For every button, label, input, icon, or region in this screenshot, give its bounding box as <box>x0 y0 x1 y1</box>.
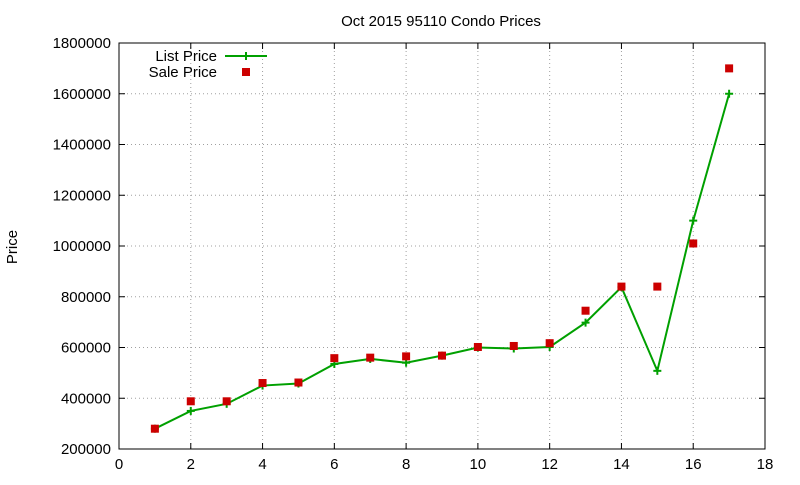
x-tick-label: 10 <box>470 456 487 473</box>
list-price-point <box>725 89 734 98</box>
x-tick-label: 0 <box>115 456 123 473</box>
x-tick-label: 4 <box>258 456 266 473</box>
sale-price-point <box>545 339 554 348</box>
x-tick-label: 6 <box>330 456 338 473</box>
sale-price-point <box>402 352 411 361</box>
x-tick-label: 16 <box>685 456 702 473</box>
sale-price-point <box>725 64 734 73</box>
x-tick-label: 2 <box>187 456 195 473</box>
sale-price-point <box>653 282 662 291</box>
sale-price-point <box>366 353 375 362</box>
list-price-point <box>689 216 698 225</box>
list-price-point <box>186 406 195 415</box>
sale-price-point <box>438 351 446 360</box>
sale-price-point <box>150 424 159 433</box>
y-tick-label: 1800000 <box>53 35 111 52</box>
sale-price-point <box>186 397 195 406</box>
sale-price-point <box>473 342 482 351</box>
legend-marker-sale-price <box>242 68 250 76</box>
sale-price-point <box>222 397 231 406</box>
sale-price-point <box>689 239 698 248</box>
list-price-point <box>581 318 590 327</box>
y-tick-label: 400000 <box>61 390 111 407</box>
y-tick-label: 1200000 <box>53 187 111 204</box>
sale-price-point <box>330 354 339 363</box>
axes: 0 2 4 6 8 10 12 14 16 18 200000 400000 600000 800000 1… <box>53 35 774 473</box>
legend-label-list-price: List Price <box>155 48 217 65</box>
sale-price-point <box>617 282 626 291</box>
y-tick-label: 200000 <box>61 441 111 458</box>
sale-price-point <box>509 341 518 350</box>
sale-price-point <box>258 379 267 388</box>
sale-price-point <box>581 306 590 315</box>
x-tick-label: 18 <box>757 456 774 473</box>
sale-price-point <box>294 378 303 387</box>
series <box>150 64 734 433</box>
y-axis-label: Price <box>4 230 21 264</box>
y-tick-label: 600000 <box>61 340 111 357</box>
y-tick-label: 800000 <box>61 289 111 306</box>
y-tick-label: 1600000 <box>53 86 111 103</box>
x-tick-label: 8 <box>402 456 410 473</box>
y-tick-label: 1000000 <box>53 238 111 255</box>
list-price-point <box>653 366 662 375</box>
x-tick-label: 14 <box>613 456 630 473</box>
legend-label-sale-price: Sale Price <box>149 64 217 81</box>
chart-title: Oct 2015 95110 Condo Prices <box>341 13 541 30</box>
y-tick-label: 1400000 <box>53 137 111 154</box>
x-tick-label: 12 <box>541 456 558 473</box>
